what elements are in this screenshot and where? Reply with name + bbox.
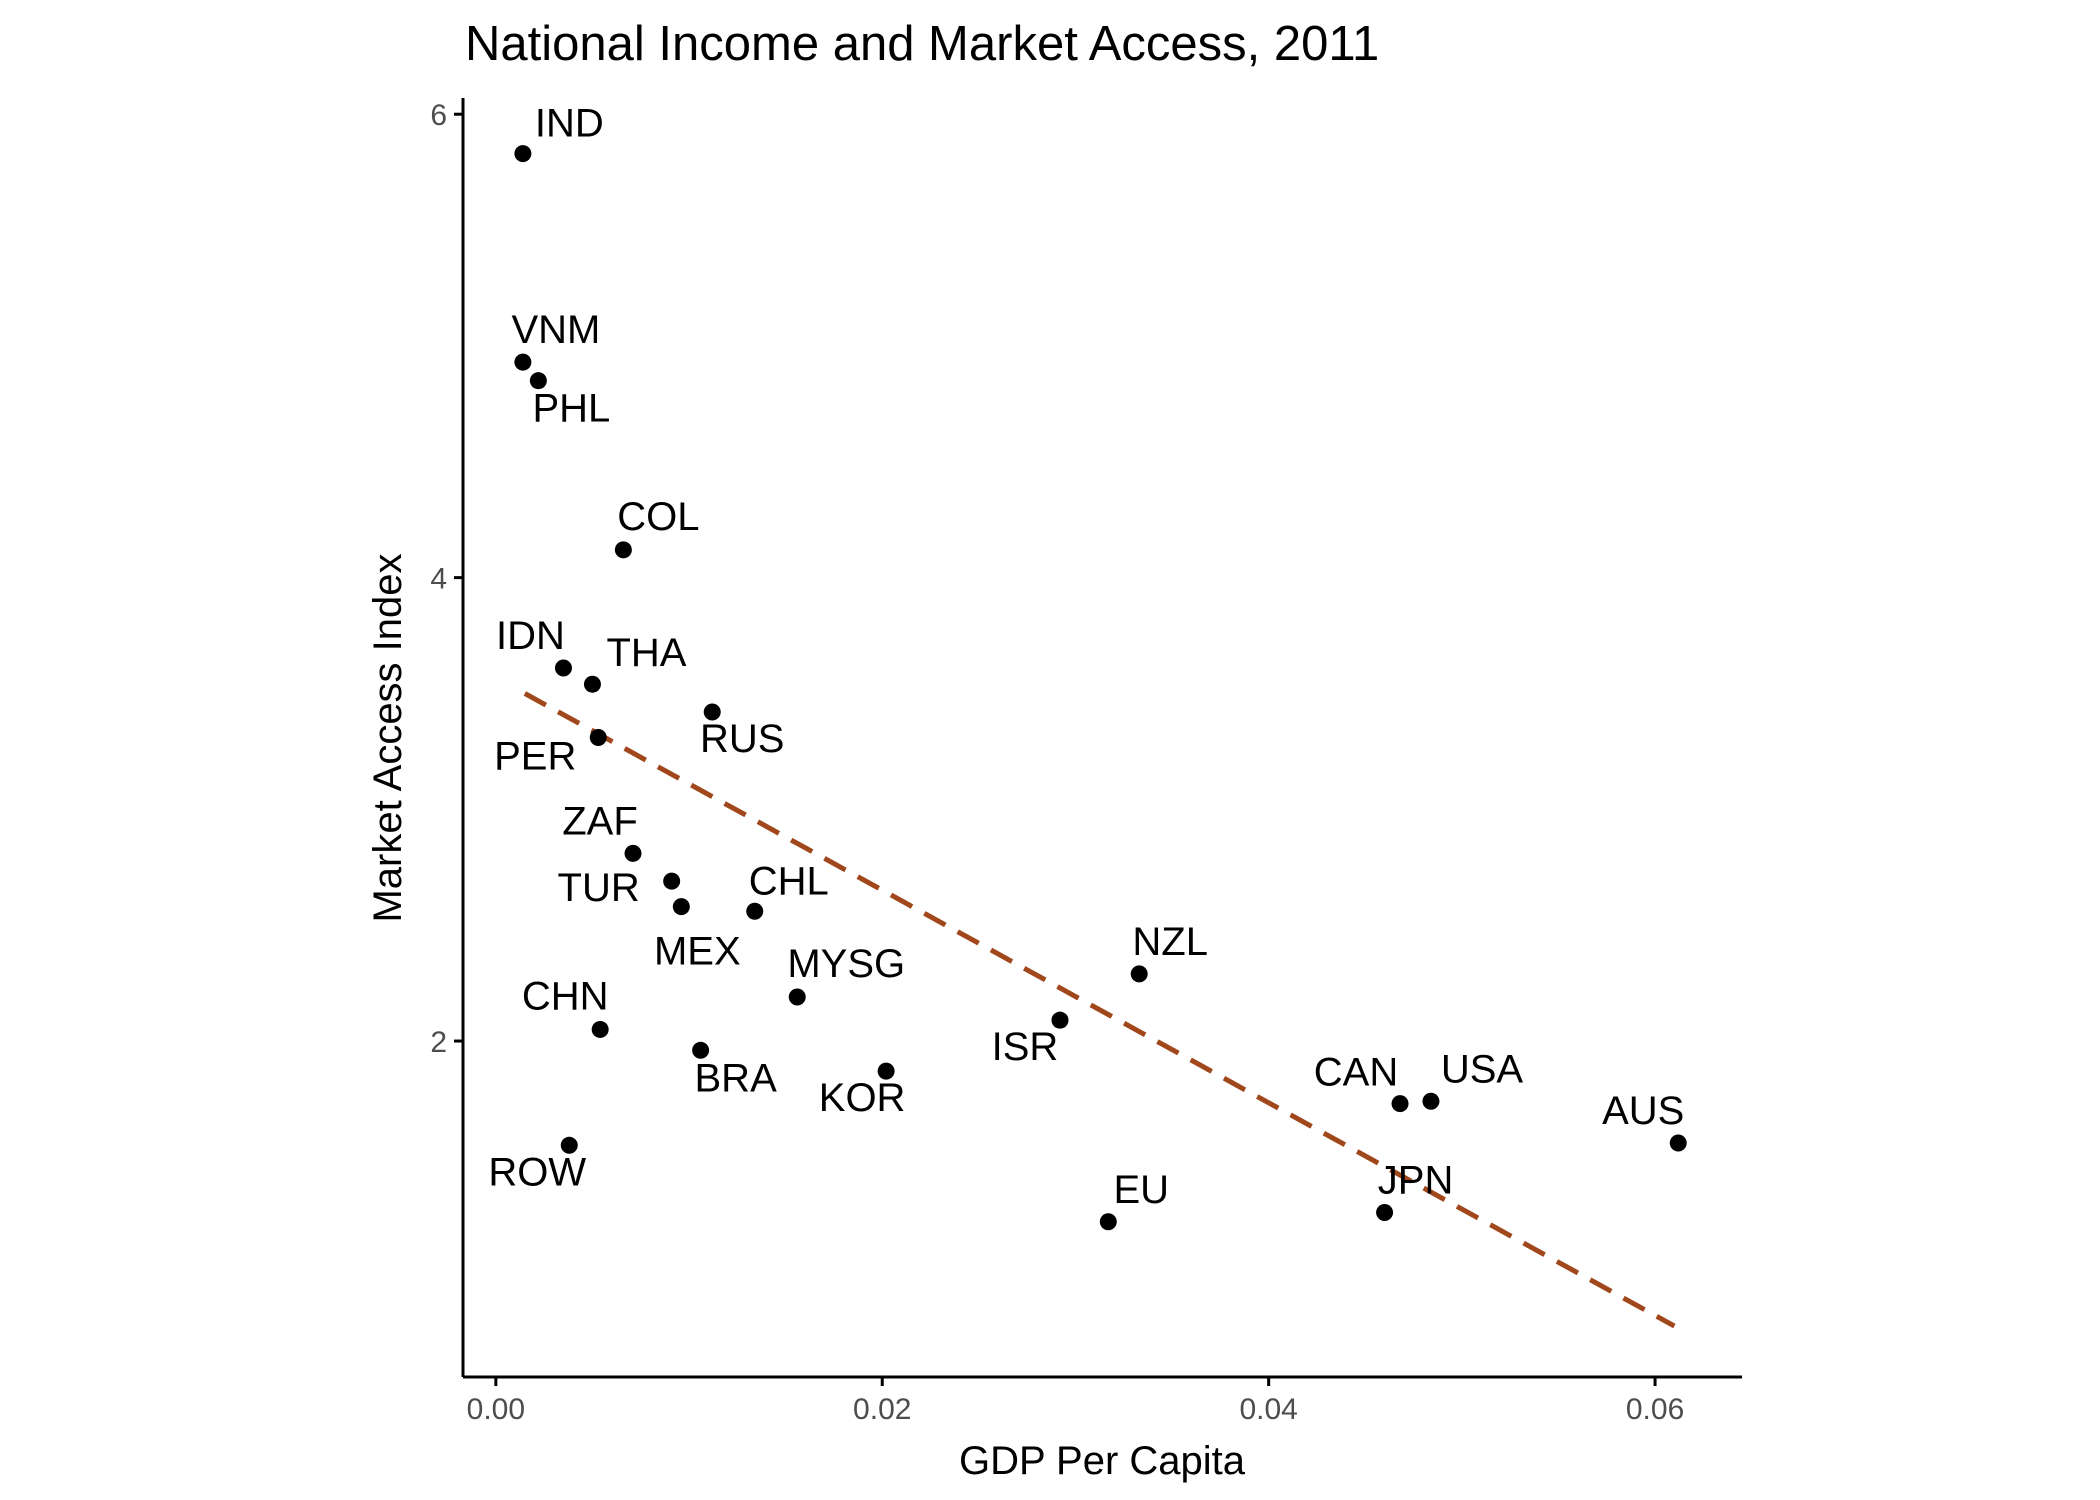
data-point-kor (877, 1062, 895, 1080)
data-point-aus (1669, 1134, 1687, 1152)
point-label-aus: AUS (1602, 1089, 1684, 1133)
point-label-mysg: MYSG (787, 942, 905, 986)
y-tick-label: 4 (430, 563, 447, 596)
y-axis-title: Market Access Index (366, 553, 410, 922)
point-label-tha: THA (606, 631, 686, 675)
data-point-chn (591, 1020, 609, 1038)
point-label-vnm: VNM (511, 308, 600, 352)
data-point-row (560, 1136, 578, 1154)
point-label-isr: ISR (992, 1025, 1059, 1069)
x-ticks: 0.00 0.02 0.04 0.06 (467, 1377, 1684, 1426)
data-point-chl (746, 902, 764, 920)
point-label-ind: IND (535, 102, 604, 146)
point-label-per: PER (494, 735, 576, 779)
point-label-rus: RUS (700, 717, 784, 761)
y-tick-label: 6 (430, 99, 447, 132)
point-label-mex: MEX (654, 930, 741, 974)
point-label-bra: BRA (695, 1056, 778, 1100)
axes (461, 98, 1742, 1379)
x-tick-label: 0.00 (467, 1393, 525, 1426)
point-label-chn: CHN (522, 974, 609, 1018)
point-label-kor: KOR (819, 1076, 906, 1120)
y-ticks: 2 4 6 (430, 99, 463, 1059)
data-point-vnm (514, 353, 532, 371)
data-point-can (1391, 1095, 1409, 1113)
data-point-tur (663, 872, 681, 890)
y-tick-label: 2 (430, 1026, 447, 1059)
point-label-col: COL (617, 495, 699, 539)
point-label-usa: USA (1441, 1047, 1524, 1091)
data-point-idn (554, 659, 572, 677)
data-point-mex (672, 898, 690, 916)
data-point-bra (692, 1041, 710, 1059)
data-point-phl (529, 372, 547, 390)
point-label-chl: CHL (749, 859, 829, 903)
data-point-isr (1051, 1011, 1069, 1029)
x-tick-label: 0.02 (853, 1393, 911, 1426)
point-label-jpn: JPN (1378, 1158, 1454, 1202)
data-point-col (614, 541, 632, 559)
data-point-zaf (624, 844, 642, 862)
data-point-rus (703, 703, 721, 721)
point-label-phl: PHL (532, 387, 610, 431)
point-label-row: ROW (488, 1150, 586, 1194)
point-label-nzl: NZL (1132, 920, 1208, 964)
data-point-usa (1422, 1092, 1440, 1110)
chart-title: National Income and Market Access, 2011 (465, 17, 1379, 71)
data-point-nzl (1130, 965, 1148, 983)
data-point-jpn (1376, 1203, 1394, 1221)
data-point-mysg (788, 988, 806, 1006)
trend-line (523, 691, 1676, 1329)
point-label-tur: TUR (558, 866, 640, 910)
point-label-zaf: ZAF (562, 799, 638, 843)
data-point-tha (583, 675, 601, 693)
point-label-can: CAN (1314, 1051, 1398, 1095)
data-points (514, 145, 1687, 1231)
point-label-eu: EU (1114, 1168, 1170, 1212)
data-point-eu (1099, 1213, 1117, 1231)
x-tick-label: 0.06 (1626, 1393, 1684, 1426)
x-axis-title: GDP Per Capita (959, 1439, 1246, 1483)
x-tick-label: 0.04 (1239, 1393, 1297, 1426)
data-point-ind (514, 145, 532, 163)
point-label-idn: IDN (496, 614, 565, 658)
data-point-per (589, 729, 607, 746)
